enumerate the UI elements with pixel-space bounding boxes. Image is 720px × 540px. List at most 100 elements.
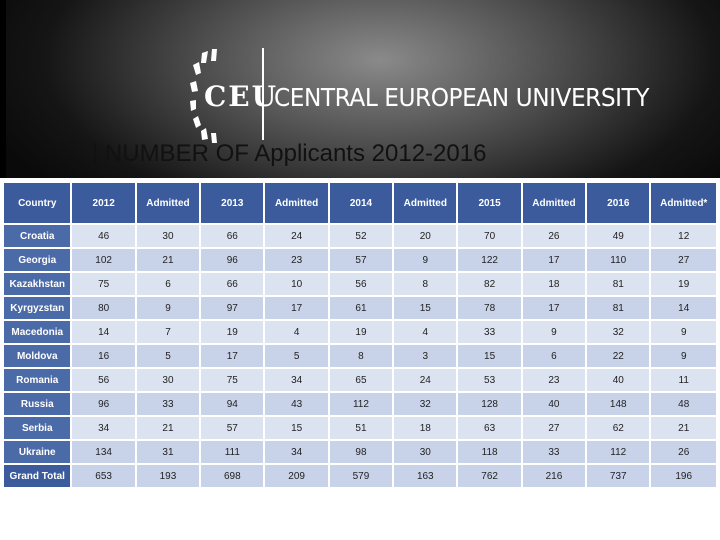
- value-cell: 698: [201, 465, 264, 487]
- value-cell: 15: [394, 297, 457, 319]
- value-cell: 8: [394, 273, 457, 295]
- value-cell: 20: [394, 225, 457, 247]
- value-cell: 14: [72, 321, 135, 343]
- value-cell: 21: [136, 417, 200, 439]
- value-cell: 17: [265, 297, 328, 319]
- university-name: CENTRAL EUROPEAN UNIVERSITY: [274, 83, 650, 112]
- value-cell: 163: [394, 465, 457, 487]
- value-cell: 94: [201, 393, 264, 415]
- value-cell: 52: [329, 225, 393, 247]
- value-cell: 10: [265, 273, 328, 295]
- value-cell: 61: [329, 297, 393, 319]
- value-cell: 56: [72, 369, 135, 391]
- country-cell: Grand Total: [4, 465, 71, 487]
- value-cell: 32: [394, 393, 457, 415]
- value-cell: 57: [201, 417, 264, 439]
- value-cell: 15: [265, 417, 328, 439]
- country-cell: Ukraine: [4, 441, 71, 463]
- value-cell: 56: [329, 273, 393, 295]
- value-cell: 21: [651, 417, 716, 439]
- column-header: Admitted: [394, 183, 457, 223]
- column-header: 2016: [587, 183, 650, 223]
- column-header: 2015: [458, 183, 521, 223]
- value-cell: 16: [72, 345, 135, 367]
- value-cell: 34: [265, 441, 328, 463]
- value-cell: 34: [72, 417, 135, 439]
- value-cell: 15: [458, 345, 521, 367]
- grand-total-row: Grand Total 653 193 698 209 579 163 762 216 737 19…: [4, 465, 716, 487]
- value-cell: 26: [522, 225, 586, 247]
- value-cell: 3: [394, 345, 457, 367]
- value-cell: 80: [72, 297, 135, 319]
- table-row: Macedonia 14 7 19 4 19 4 33 9 32 9: [4, 321, 716, 343]
- slide-title: | NUMBER OF Applicants 2012-2016: [92, 140, 487, 167]
- country-cell: Russia: [4, 393, 71, 415]
- value-cell: 18: [394, 417, 457, 439]
- applicants-table: Country 2012 Admitted 2013 Admitted 2014 Admit…: [2, 181, 718, 489]
- value-cell: 19: [651, 273, 716, 295]
- country-cell: Kazakhstan: [4, 273, 71, 295]
- value-cell: 63: [458, 417, 521, 439]
- value-cell: 112: [329, 393, 393, 415]
- value-cell: 9: [651, 345, 716, 367]
- value-cell: 9: [651, 321, 716, 343]
- value-cell: 27: [522, 417, 586, 439]
- value-cell: 9: [522, 321, 586, 343]
- column-header: 2014: [329, 183, 393, 223]
- country-cell: Moldova: [4, 345, 71, 367]
- value-cell: 19: [329, 321, 393, 343]
- value-cell: 30: [136, 369, 200, 391]
- value-cell: 46: [72, 225, 135, 247]
- value-cell: 111: [201, 441, 264, 463]
- table-row: Kazakhstan 75 6 66 10 56 8 82 18 81 19: [4, 273, 716, 295]
- value-cell: 17: [522, 297, 586, 319]
- value-cell: 31: [136, 441, 200, 463]
- table-row: Russia 96 33 94 43 112 32 128 40 148 48: [4, 393, 716, 415]
- value-cell: 53: [458, 369, 521, 391]
- value-cell: 62: [587, 417, 650, 439]
- column-header: 2013: [201, 183, 264, 223]
- value-cell: 34: [265, 369, 328, 391]
- value-cell: 22: [587, 345, 650, 367]
- value-cell: 40: [522, 393, 586, 415]
- country-cell: Romania: [4, 369, 71, 391]
- value-cell: 9: [136, 297, 200, 319]
- value-cell: 43: [265, 393, 328, 415]
- value-cell: 33: [458, 321, 521, 343]
- value-cell: 27: [651, 249, 716, 271]
- value-cell: 78: [458, 297, 521, 319]
- value-cell: 81: [587, 297, 650, 319]
- value-cell: 4: [265, 321, 328, 343]
- value-cell: 134: [72, 441, 135, 463]
- table-row: Serbia 34 21 57 15 51 18 63 27 62 21: [4, 417, 716, 439]
- column-header: 2012: [72, 183, 135, 223]
- table-row: Georgia 102 21 96 23 57 9 122 17 110 27: [4, 249, 716, 271]
- value-cell: 5: [265, 345, 328, 367]
- value-cell: 24: [394, 369, 457, 391]
- value-cell: 148: [587, 393, 650, 415]
- value-cell: 66: [201, 225, 264, 247]
- logo-divider: [262, 48, 264, 140]
- value-cell: 70: [458, 225, 521, 247]
- value-cell: 33: [136, 393, 200, 415]
- value-cell: 51: [329, 417, 393, 439]
- value-cell: 57: [329, 249, 393, 271]
- value-cell: 65: [329, 369, 393, 391]
- value-cell: 112: [587, 441, 650, 463]
- banner-edge: [0, 0, 6, 178]
- value-cell: 97: [201, 297, 264, 319]
- value-cell: 14: [651, 297, 716, 319]
- table-row: Moldova 16 5 17 5 8 3 15 6 22 9: [4, 345, 716, 367]
- table-row: Kyrgyzstan 80 9 97 17 61 15 78 17 81 14: [4, 297, 716, 319]
- value-cell: 98: [329, 441, 393, 463]
- table-row: Croatia 46 30 66 24 52 20 70 26 49 12: [4, 225, 716, 247]
- value-cell: 6: [522, 345, 586, 367]
- value-cell: 23: [265, 249, 328, 271]
- value-cell: 32: [587, 321, 650, 343]
- value-cell: 24: [265, 225, 328, 247]
- value-cell: 96: [72, 393, 135, 415]
- value-cell: 75: [201, 369, 264, 391]
- value-cell: 66: [201, 273, 264, 295]
- value-cell: 5: [136, 345, 200, 367]
- value-cell: 26: [651, 441, 716, 463]
